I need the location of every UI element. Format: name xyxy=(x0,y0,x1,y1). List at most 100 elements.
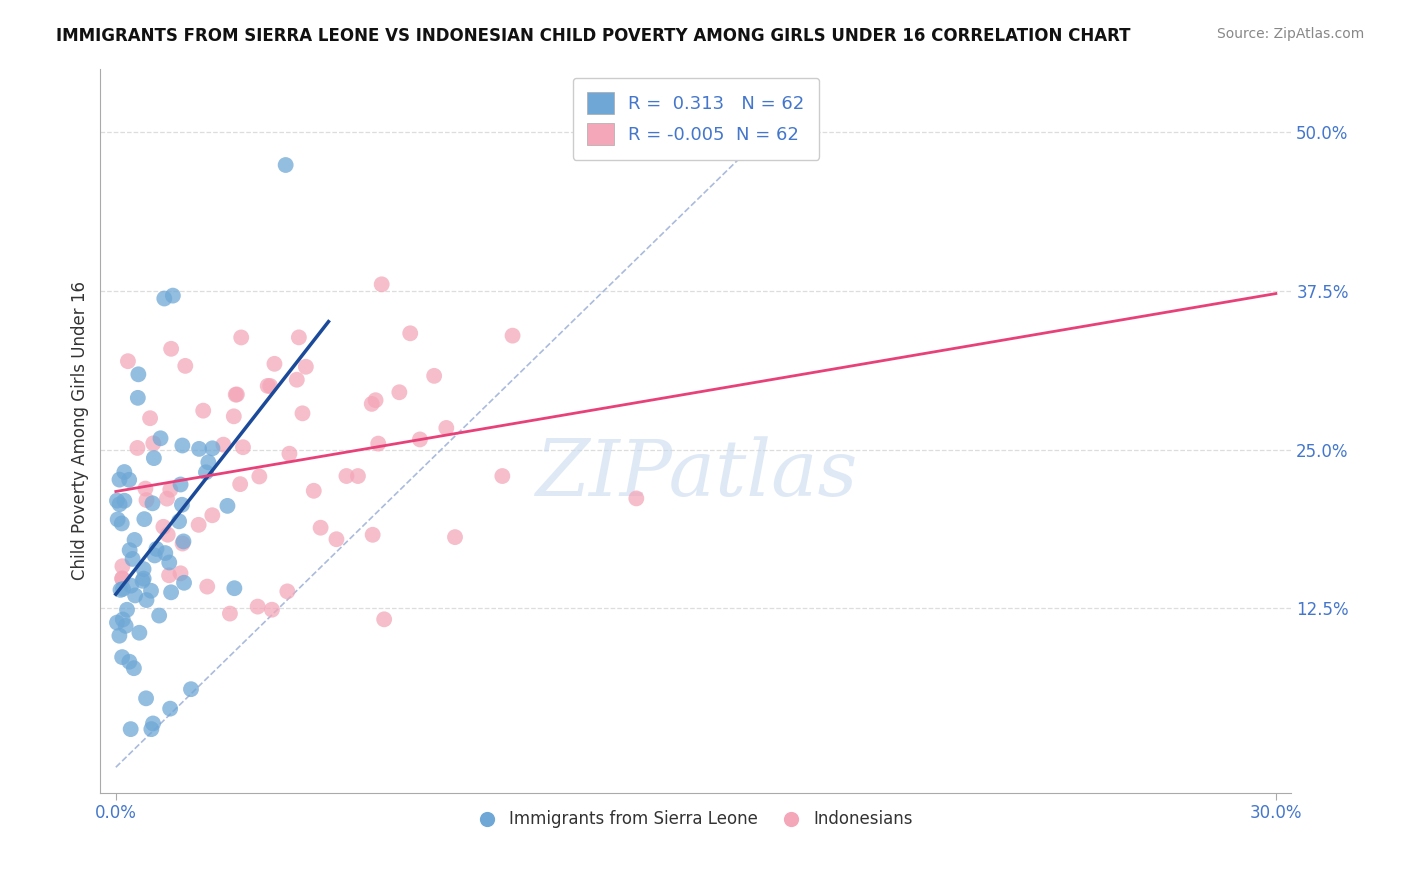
Point xyxy=(246,599,269,614)
Point xyxy=(444,530,467,544)
Point xyxy=(142,451,165,466)
Point xyxy=(229,477,252,491)
Point xyxy=(162,288,184,302)
Point xyxy=(112,465,135,479)
Point xyxy=(135,593,157,607)
Point xyxy=(145,541,167,556)
Point xyxy=(111,516,134,531)
Text: Source: ZipAtlas.com: Source: ZipAtlas.com xyxy=(1216,27,1364,41)
Point xyxy=(188,442,211,456)
Point xyxy=(225,387,247,401)
Y-axis label: Child Poverty Among Girls Under 16: Child Poverty Among Girls Under 16 xyxy=(72,281,89,580)
Point xyxy=(139,411,162,425)
Point xyxy=(118,473,141,487)
Point xyxy=(170,498,193,512)
Point xyxy=(115,603,138,617)
Point xyxy=(172,534,194,549)
Point xyxy=(222,409,245,424)
Point xyxy=(134,512,156,526)
Point xyxy=(278,447,301,461)
Point xyxy=(141,722,163,736)
Point xyxy=(325,533,347,547)
Point xyxy=(172,536,194,550)
Point xyxy=(142,716,165,731)
Point xyxy=(434,421,457,435)
Point xyxy=(172,438,194,452)
Point xyxy=(120,722,142,736)
Legend: Immigrants from Sierra Leone, Indonesians: Immigrants from Sierra Leone, Indonesian… xyxy=(472,804,920,835)
Point xyxy=(201,508,224,523)
Point xyxy=(231,330,253,344)
Point xyxy=(111,582,134,596)
Point xyxy=(127,391,149,405)
Point xyxy=(143,549,166,563)
Point xyxy=(149,431,172,445)
Point xyxy=(111,571,134,585)
Point xyxy=(135,691,157,706)
Point xyxy=(105,493,128,508)
Point xyxy=(291,406,314,420)
Point xyxy=(187,517,209,532)
Point xyxy=(107,512,129,526)
Point xyxy=(295,359,318,374)
Point xyxy=(302,483,325,498)
Point xyxy=(285,373,308,387)
Point xyxy=(132,572,155,586)
Point xyxy=(373,612,395,626)
Point xyxy=(217,499,239,513)
Point xyxy=(201,442,224,456)
Point xyxy=(256,379,278,393)
Point xyxy=(180,682,202,697)
Point xyxy=(134,482,156,496)
Point xyxy=(105,615,128,630)
Point xyxy=(152,520,174,534)
Point xyxy=(288,330,311,344)
Point xyxy=(148,608,170,623)
Point xyxy=(197,455,219,469)
Point xyxy=(127,368,149,382)
Point xyxy=(124,589,146,603)
Point xyxy=(174,359,197,373)
Point xyxy=(153,292,176,306)
Point xyxy=(232,440,254,454)
Point xyxy=(194,465,217,479)
Point xyxy=(225,387,247,401)
Point xyxy=(111,572,134,586)
Point xyxy=(167,514,190,528)
Point xyxy=(139,583,162,598)
Point xyxy=(193,403,215,417)
Point xyxy=(141,496,163,510)
Point xyxy=(502,328,524,343)
Point xyxy=(142,436,165,450)
Point xyxy=(423,368,446,383)
Point xyxy=(131,574,153,588)
Point xyxy=(121,552,143,566)
Point xyxy=(399,326,422,341)
Point xyxy=(114,619,136,633)
Point xyxy=(111,613,134,627)
Point xyxy=(127,441,149,455)
Point xyxy=(108,629,131,643)
Point xyxy=(195,580,218,594)
Point xyxy=(156,527,179,541)
Point xyxy=(173,575,195,590)
Text: IMMIGRANTS FROM SIERRA LEONE VS INDONESIAN CHILD POVERTY AMONG GIRLS UNDER 16 CO: IMMIGRANTS FROM SIERRA LEONE VS INDONESI… xyxy=(56,27,1130,45)
Point xyxy=(155,546,177,560)
Point xyxy=(224,581,246,595)
Point xyxy=(360,397,382,411)
Point xyxy=(364,393,387,408)
Point xyxy=(626,491,648,506)
Point xyxy=(491,469,513,483)
Point xyxy=(135,493,157,508)
Point xyxy=(122,661,145,675)
Point xyxy=(118,543,141,558)
Point xyxy=(111,559,134,574)
Point xyxy=(110,582,132,597)
Point xyxy=(124,533,146,547)
Point xyxy=(117,354,139,368)
Point xyxy=(388,385,411,400)
Point xyxy=(156,491,179,506)
Point xyxy=(263,357,285,371)
Point xyxy=(367,436,389,450)
Point xyxy=(132,562,155,576)
